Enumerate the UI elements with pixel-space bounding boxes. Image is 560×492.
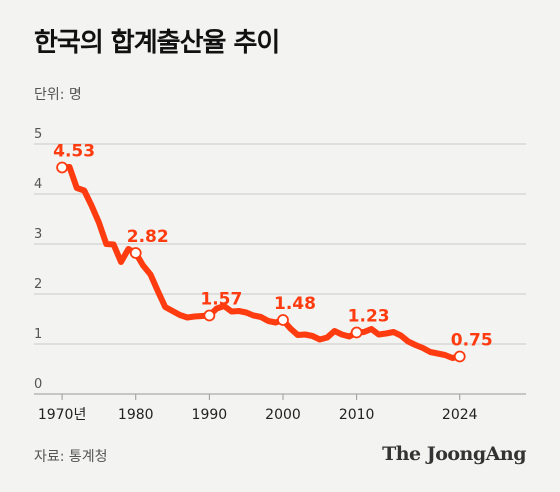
y-tick-label: 1: [34, 327, 42, 342]
x-tick-label: 2010: [339, 407, 375, 423]
data-label: 1.48: [274, 294, 316, 314]
data-label: 2.82: [127, 227, 169, 247]
x-tick-label: 2024: [442, 407, 478, 423]
x-tick-label: 1970년: [38, 407, 87, 423]
data-point-marker: [453, 350, 466, 363]
data-point-marker: [129, 247, 142, 259]
data-label: 1.23: [348, 307, 390, 327]
unit-label: 단위: 명: [34, 87, 82, 103]
data-label: 0.75: [451, 331, 493, 351]
data-label: 1.57: [200, 290, 242, 310]
y-tick-label: 3: [34, 227, 42, 242]
x-tick-label: 1980: [118, 407, 154, 423]
source-note: 자료: 통계청: [34, 449, 108, 465]
chart-title: 한국의 합계출산율 추이: [34, 28, 280, 58]
y-tick-label: 2: [34, 277, 42, 292]
data-point-marker: [203, 309, 216, 322]
x-tick-label: 1990: [192, 407, 228, 423]
brand-logo: The JoongAng: [382, 443, 526, 465]
y-tick-label: 5: [34, 127, 42, 142]
y-tick-label: 0: [34, 377, 42, 392]
data-label: 4.53: [53, 142, 95, 162]
x-tick-label: 2000: [265, 407, 301, 423]
fertility-rate-series-line: [59, 164, 463, 361]
y-tick-label: 4: [34, 177, 42, 192]
data-point-marker: [56, 161, 68, 174]
data-point-marker: [277, 314, 289, 326]
data-point-marker: [350, 326, 363, 339]
